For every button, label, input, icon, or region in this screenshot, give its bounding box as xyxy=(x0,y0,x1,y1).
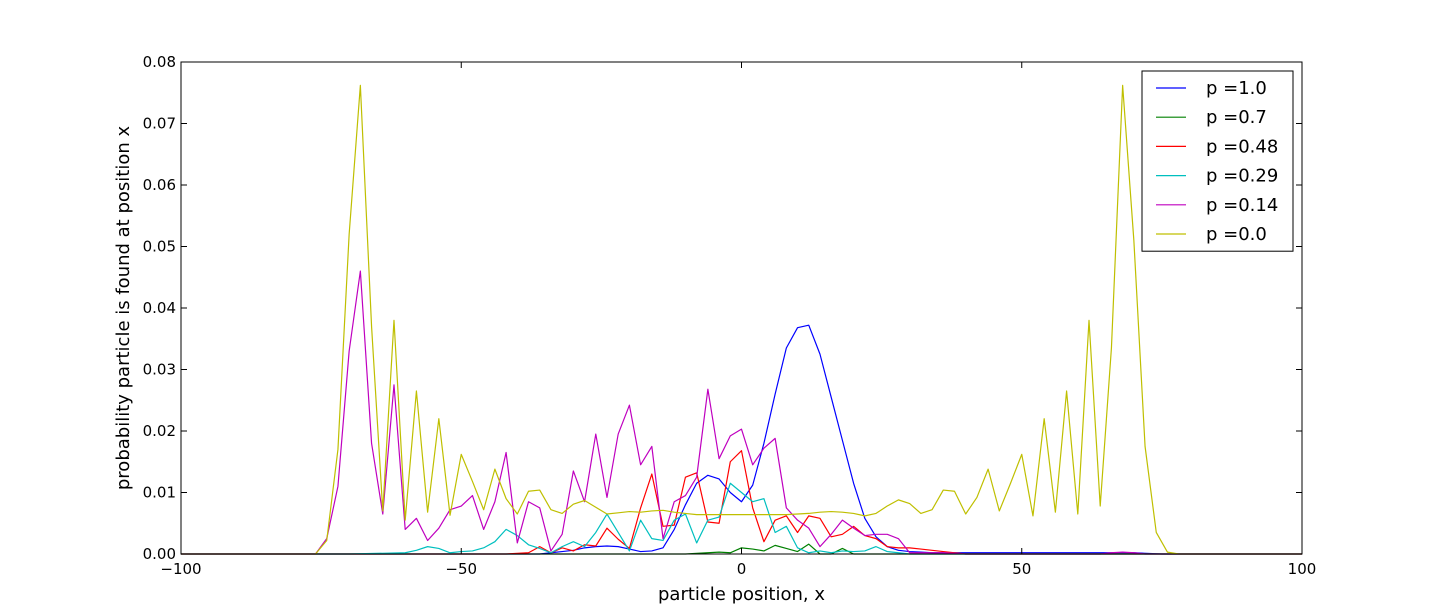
series-line-0 xyxy=(181,324,1302,555)
y-tick-label: 0.07 xyxy=(143,115,176,133)
x-tick-label: 0 xyxy=(737,560,747,578)
series-line-5 xyxy=(181,84,1302,555)
y-tick-label: 0.01 xyxy=(143,484,176,502)
y-tick-label: 0.05 xyxy=(143,238,176,256)
legend: p =1.0 p =0.7 p =0.48 p =0.29 p =0.14 p =0.0 xyxy=(1141,70,1294,252)
y-tick-label: 0.03 xyxy=(143,361,176,379)
y-tick-label: 0.00 xyxy=(143,545,176,563)
legend-label-4: p =0.14 xyxy=(1206,195,1278,216)
y-tick-label: 0.06 xyxy=(143,176,176,194)
plot-area xyxy=(181,62,1302,554)
x-tick-label: 100 xyxy=(1288,560,1317,578)
x-axis-label: particle position, x xyxy=(658,584,825,605)
y-axis-label: probability particle is found at positio… xyxy=(113,126,134,491)
series-line-4 xyxy=(181,270,1302,555)
legend-box xyxy=(1141,70,1294,252)
legend-label-1: p =0.7 xyxy=(1206,107,1267,128)
legend-label-5: p =0.0 xyxy=(1206,224,1267,245)
legend-label-2: p =0.48 xyxy=(1206,136,1278,157)
x-tick-label: 50 xyxy=(1012,560,1031,578)
legend-label-3: p =0.29 xyxy=(1206,166,1278,187)
x-tick-label: −100 xyxy=(160,560,201,578)
legend-label-0: p =1.0 xyxy=(1206,78,1267,99)
series-layer xyxy=(181,84,1302,555)
series-line-3 xyxy=(181,482,1302,555)
y-tick-label: 0.08 xyxy=(143,53,176,71)
ticks-layer: −100 −50 0 50 100 0.00 0.01 0.02 0.03 0.04 0.05 0.0… xyxy=(143,53,1317,578)
y-tick-label: 0.02 xyxy=(143,422,176,440)
x-tick-label: −50 xyxy=(445,560,477,578)
y-tick-label: 0.04 xyxy=(143,299,176,317)
